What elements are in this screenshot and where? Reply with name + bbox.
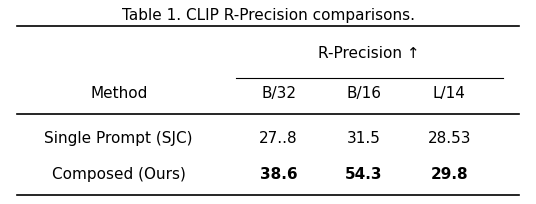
Text: Composed (Ours): Composed (Ours) [52, 167, 185, 182]
Text: 38.6: 38.6 [260, 167, 297, 182]
Text: R-Precision ↑: R-Precision ↑ [318, 46, 420, 61]
Text: L/14: L/14 [433, 86, 466, 101]
Text: 28.53: 28.53 [428, 131, 471, 146]
Text: B/32: B/32 [261, 86, 296, 101]
Text: Single Prompt (SJC): Single Prompt (SJC) [44, 131, 193, 146]
Text: 29.8: 29.8 [430, 167, 468, 182]
Text: B/16: B/16 [346, 86, 382, 101]
Text: 31.5: 31.5 [347, 131, 381, 146]
Text: Table 1. CLIP R-Precision comparisons.: Table 1. CLIP R-Precision comparisons. [122, 8, 414, 23]
Text: 27..8: 27..8 [259, 131, 298, 146]
Text: 54.3: 54.3 [345, 167, 383, 182]
Text: Method: Method [90, 86, 147, 101]
